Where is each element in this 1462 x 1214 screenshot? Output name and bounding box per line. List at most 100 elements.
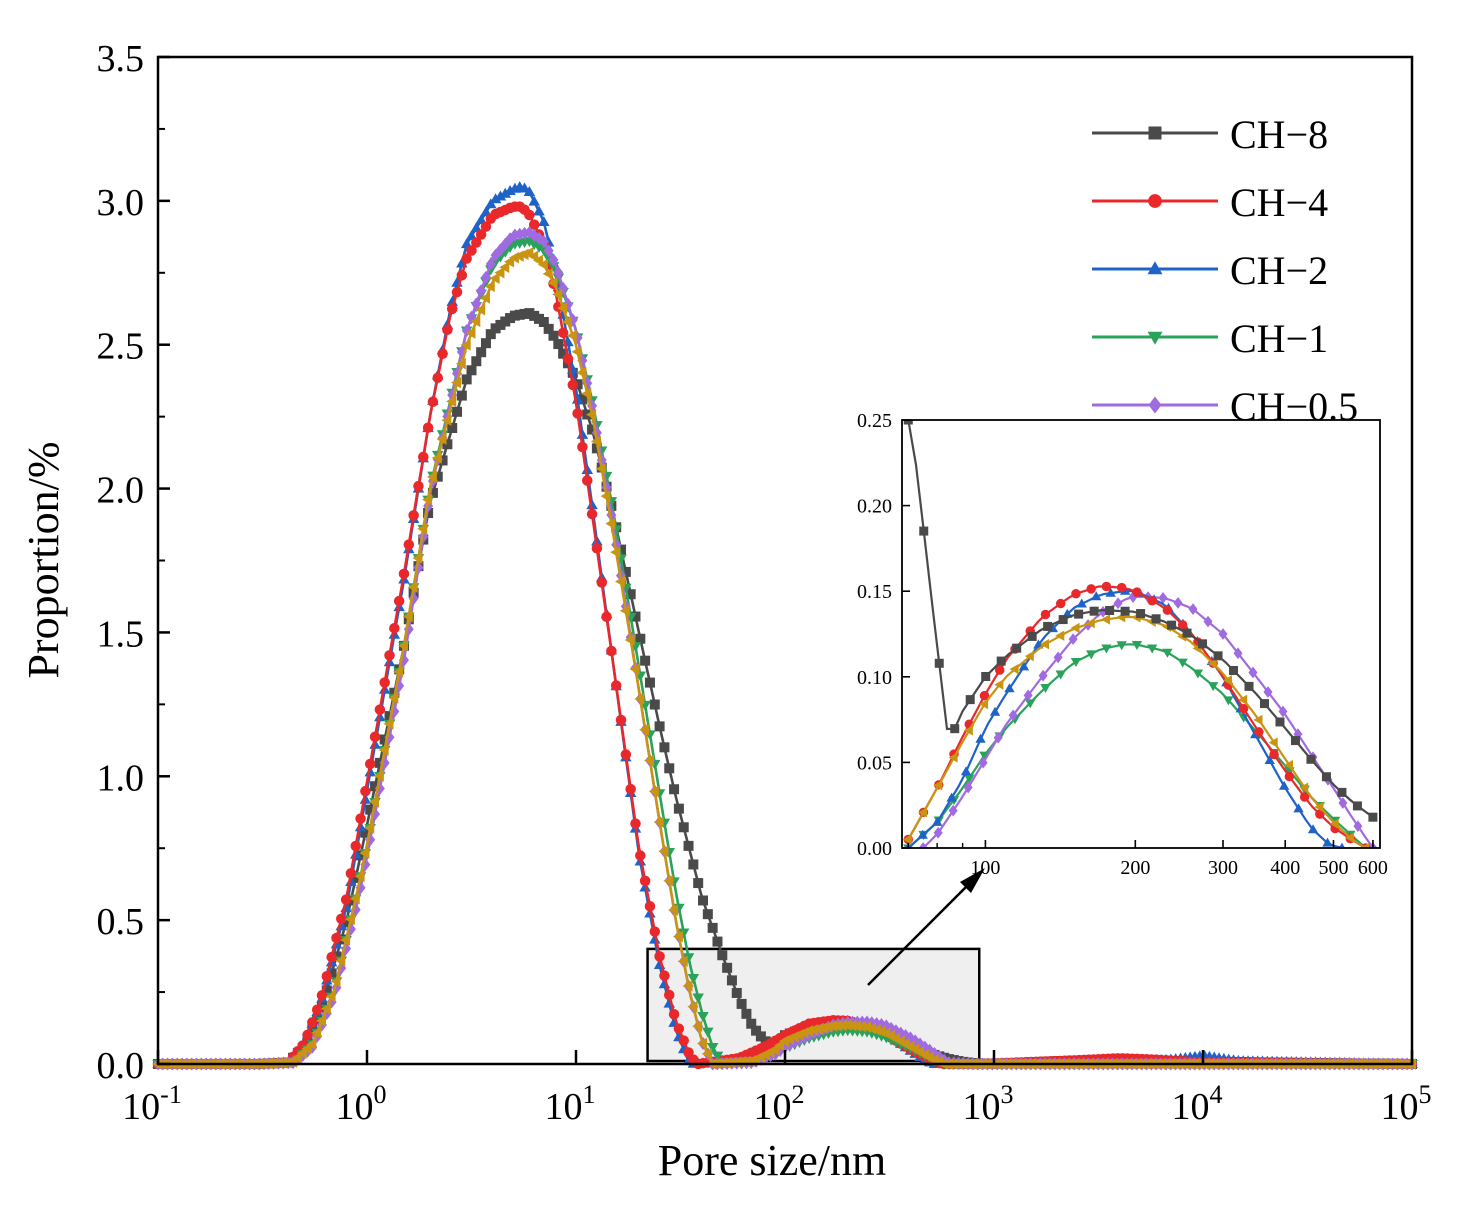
series-marker-ch4 — [639, 875, 651, 887]
inset-series-marker-ch0-5 — [1188, 603, 1198, 615]
series-marker-ch0-5 — [538, 235, 549, 249]
inset-series-marker-ch2 — [1322, 837, 1333, 847]
inset-series-marker-ch0-5 — [993, 731, 1003, 744]
inset-series-marker-ch2 — [1004, 683, 1015, 693]
inset-series-marker-ch2 — [1264, 755, 1275, 765]
series-marker-ch8 — [736, 998, 747, 1009]
series-marker-ch8 — [731, 987, 742, 998]
inset-series-marker-ch2 — [960, 766, 972, 776]
series-marker-ch0 — [422, 493, 433, 506]
inset-series-marker-ch4 — [1147, 596, 1157, 606]
series-marker-ch8 — [543, 323, 554, 334]
inset-series-marker-ch2 — [946, 792, 957, 802]
inset-series-marker-ch2 — [1338, 842, 1346, 848]
inset-series-marker-ch8 — [1105, 605, 1115, 615]
series-marker-ch8 — [558, 348, 569, 359]
series-marker-ch0 — [827, 1020, 838, 1032]
inset-series-marker-ch0 — [1055, 630, 1065, 641]
series-marker-ch0 — [349, 892, 360, 905]
series-marker-ch0 — [446, 395, 457, 408]
series-marker-ch8 — [355, 850, 366, 861]
series-marker-ch8 — [466, 365, 477, 376]
inset-series-marker-ch0-5 — [933, 826, 943, 839]
series-marker-ch0-5 — [485, 257, 496, 271]
inset-series-marker-ch8 — [1229, 665, 1239, 675]
inset-series-marker-ch0-5 — [1158, 592, 1168, 604]
series-marker-ch0 — [373, 770, 384, 782]
series-marker-ch0-5 — [553, 266, 564, 280]
series-marker-ch0 — [311, 1027, 322, 1039]
series-marker-ch8 — [640, 655, 651, 666]
series-marker-ch0 — [672, 930, 683, 943]
series-marker-ch8 — [447, 423, 458, 434]
inset-series-marker-ch4 — [1040, 609, 1051, 620]
inset-series-marker-ch0 — [902, 834, 912, 845]
x-tick-label: 104 — [1172, 1080, 1223, 1128]
inset-series-marker-ch4 — [1177, 620, 1188, 630]
inset-series-marker-ch4 — [1284, 771, 1295, 782]
series-marker-ch2 — [528, 195, 540, 206]
series-marker-ch4 — [524, 209, 535, 221]
series-marker-ch4 — [572, 408, 583, 419]
series-marker-ch8 — [712, 936, 723, 947]
series-marker-ch0 — [451, 376, 462, 389]
series-marker-ch4 — [630, 818, 641, 829]
inset-series-marker-ch0 — [963, 725, 973, 736]
inset-series-marker-ch1 — [1116, 641, 1127, 651]
inset-y-tick-label: 0.05 — [857, 752, 892, 774]
inset-series-marker-ch2 — [1091, 591, 1102, 601]
series-marker-ch8 — [456, 390, 467, 401]
series-marker-ch0 — [677, 955, 688, 968]
series-marker-ch4 — [326, 951, 337, 963]
x-tick-label: 103 — [963, 1080, 1014, 1128]
inset-series-marker-ch1 — [1146, 644, 1158, 654]
inset-x-tick-label: 500 — [1318, 857, 1348, 879]
series-marker-ch0 — [851, 1020, 862, 1032]
inset-series-marker-ch8 — [919, 526, 929, 536]
series-marker-ch0 — [426, 471, 437, 483]
series-marker-ch0 — [364, 822, 375, 834]
inset-series-marker-ch0 — [1222, 675, 1232, 686]
zoom-arrow — [867, 877, 976, 986]
series-marker-ch0 — [590, 435, 601, 448]
series-marker-ch0 — [315, 1015, 326, 1027]
series-marker-ch2 — [494, 190, 507, 201]
inset-series-ch8 — [903, 420, 1378, 822]
series-marker-ch0 — [369, 796, 380, 808]
series-marker-ch0-5 — [480, 270, 491, 284]
series-marker-ch4 — [461, 253, 472, 264]
series-marker-ch8 — [341, 917, 352, 928]
series-marker-ch4 — [302, 1029, 313, 1041]
inset-series-marker-ch0 — [1207, 658, 1217, 669]
inset-series-marker-ch1 — [1086, 650, 1097, 660]
series-marker-ch0-5 — [871, 1017, 882, 1031]
legend-item-ch8: CH−8 — [1092, 112, 1328, 157]
inset-series-marker-ch1 — [1070, 658, 1082, 668]
series-marker-ch0 — [668, 904, 679, 916]
series-marker-ch0 — [576, 366, 587, 379]
series-marker-ch1 — [692, 993, 704, 1004]
series-marker-ch0 — [436, 433, 447, 445]
series-marker-ch8 — [427, 487, 438, 498]
series-marker-ch0-5 — [476, 284, 487, 298]
series-marker-ch0 — [388, 692, 399, 704]
series-marker-ch4 — [635, 850, 646, 861]
series-marker-ch8 — [726, 975, 737, 986]
series-marker-ch1 — [711, 1051, 724, 1062]
inset-series-marker-ch8 — [1321, 772, 1331, 782]
inset-series-marker-ch8 — [1089, 606, 1099, 616]
inset-series-marker-ch4 — [1162, 605, 1173, 615]
series-marker-ch1 — [702, 1027, 714, 1038]
series-marker-ch0 — [320, 1002, 331, 1015]
inset-series-marker-ch1 — [1101, 644, 1112, 654]
inset-series-marker-ch1 — [1055, 670, 1066, 680]
series-marker-ch4 — [582, 475, 593, 486]
series-marker-ch0 — [817, 1022, 828, 1034]
series-marker-ch0 — [291, 1051, 302, 1064]
inset-series-marker-ch0 — [1268, 737, 1278, 748]
series-marker-ch0 — [407, 581, 418, 594]
series-marker-ch0 — [431, 452, 442, 464]
series-marker-ch0 — [725, 1056, 736, 1069]
inset-series-marker-ch0 — [1253, 714, 1263, 726]
series-marker-ch8 — [616, 544, 627, 555]
